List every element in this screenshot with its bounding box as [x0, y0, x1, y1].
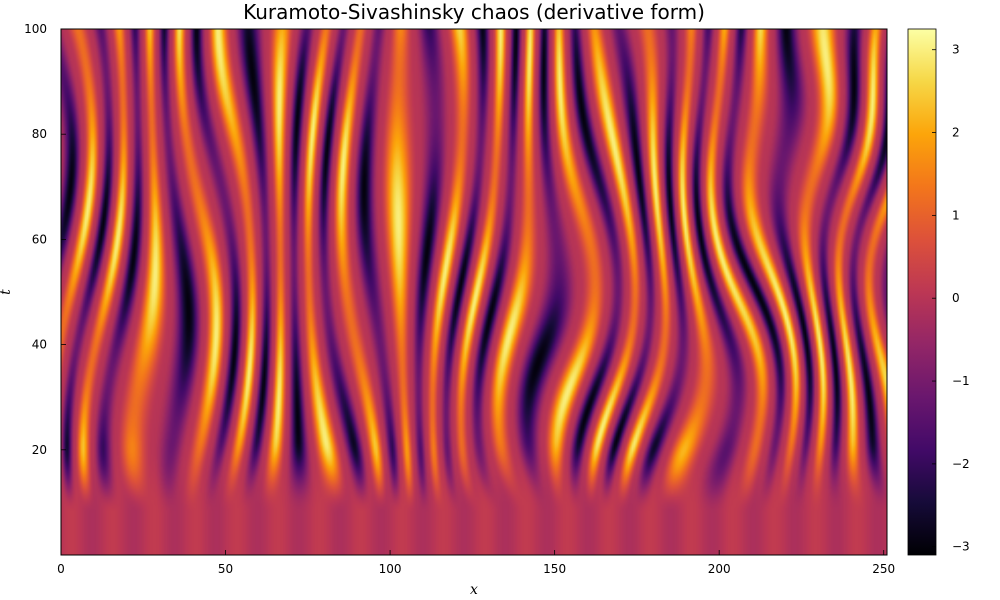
y-axis: 20 40 60 80 100: [24, 22, 66, 457]
colorbar: −3 −2 −1 0 1 2 3: [907, 28, 970, 556]
heatmap: [61, 29, 887, 555]
x-tick-label: 200: [708, 562, 731, 576]
x-tick-label: 0: [57, 562, 65, 576]
x-tick-label: 150: [543, 562, 566, 576]
y-tick-label: 20: [32, 443, 47, 457]
x-tick-label: 100: [379, 562, 402, 576]
colorbar-gradient: [908, 29, 936, 555]
colorbar-tick-label: 2: [952, 126, 960, 140]
plot-area: [60, 28, 888, 556]
x-axis: 0 50 100 150 200 250: [57, 550, 895, 576]
y-tick-label: 100: [24, 22, 47, 36]
x-axis-label: x: [470, 582, 478, 598]
colorbar-frame: [907, 28, 937, 556]
y-tick-label: 80: [32, 127, 47, 141]
x-tick-label: 250: [872, 562, 895, 576]
colorbar-tick-label: 1: [952, 208, 960, 222]
colorbar-tick-label: 3: [952, 43, 960, 57]
y-tick-label: 60: [32, 232, 47, 246]
y-axis-label: t: [0, 289, 14, 295]
colorbar-tick-label: −2: [952, 457, 970, 471]
chart-title: Kuramoto-Sivashinsky chaos (derivative f…: [243, 0, 705, 24]
colorbar-ticks: −3 −2 −1 0 1 2 3: [932, 43, 970, 554]
x-tick-label: 50: [218, 562, 233, 576]
plot-frame: [60, 28, 888, 556]
colorbar-tick-label: 0: [952, 291, 960, 305]
y-tick-label: 40: [32, 338, 47, 352]
colorbar-tick-label: −3: [952, 540, 970, 554]
colorbar-tick-label: −1: [952, 374, 970, 388]
